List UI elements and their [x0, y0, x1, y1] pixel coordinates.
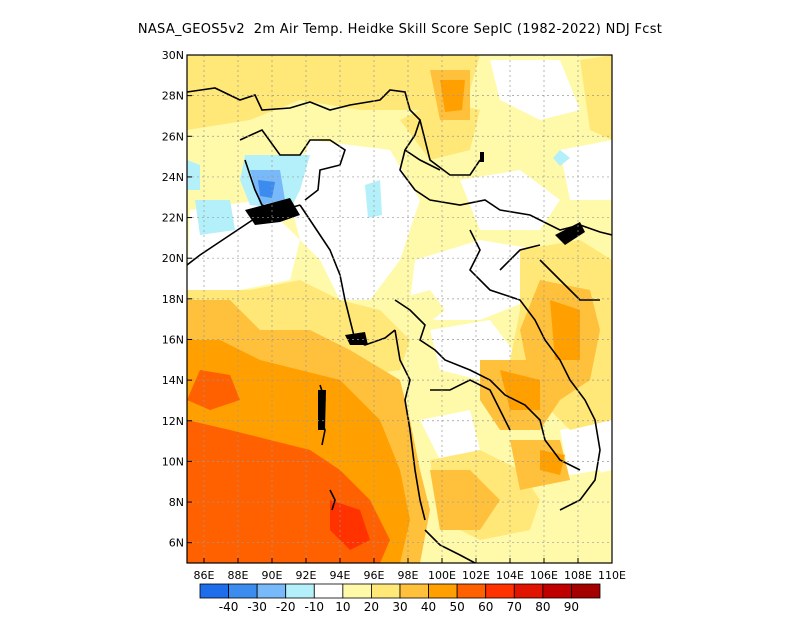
colorbar-label: -40 — [219, 600, 239, 614]
map-title: NASA_GEOS5v2 2m Air Temp. Heidke Skill S… — [137, 22, 663, 37]
colorbar-swatch — [199, 583, 229, 599]
colorbar-swatch — [399, 583, 429, 599]
colorbar-label: 80 — [535, 600, 550, 614]
colorbar-labels: -40 -30 -20 -10 10 20 30 40 50 60 70 80 90 — [219, 600, 579, 614]
colorbar-label: 70 — [507, 600, 522, 614]
x-tick-label: 96E — [364, 569, 385, 582]
colorbar — [199, 583, 601, 599]
coastal-islands — [245, 152, 585, 430]
colorbar-swatch — [371, 583, 401, 599]
x-tick-label: 104E — [496, 569, 524, 582]
colorbar-swatch — [571, 583, 601, 599]
y-tick-label: 14N — [162, 374, 184, 387]
colorbar-swatch — [313, 583, 344, 599]
colorbar-swatch — [513, 583, 544, 599]
colorbar-swatch — [228, 583, 258, 599]
colorbar-label: -30 — [247, 600, 267, 614]
y-tick-label: 16N — [162, 333, 184, 346]
skill-field — [187, 55, 612, 563]
y-tick-label: 28N — [162, 90, 184, 103]
colorbar-label: 20 — [364, 600, 379, 614]
colorbar-swatch — [542, 583, 572, 599]
x-tick-label: 88E — [228, 569, 249, 582]
colorbar-label: -10 — [304, 600, 324, 614]
y-tick-label: 18N — [162, 293, 184, 306]
y-tick-label: 6N — [169, 537, 184, 550]
colorbar-swatch — [485, 583, 515, 599]
y-tick-label: 22N — [162, 212, 184, 225]
y-tick-label: 26N — [162, 130, 184, 143]
colorbar-swatch — [428, 583, 458, 599]
colorbar-label: 40 — [421, 600, 436, 614]
y-tick-label: 12N — [162, 415, 184, 428]
x-tick-label: 90E — [262, 569, 283, 582]
x-tick-label: 86E — [194, 569, 215, 582]
x-tick-label: 98E — [398, 569, 419, 582]
colorbar-swatch — [256, 583, 287, 599]
y-tick-label: 20N — [162, 252, 184, 265]
latitude-tick-labels: 6N 8N 10N 12N 14N 16N 18N 20N 22N 24N 26N 28N 30N — [162, 49, 192, 550]
longitude-tick-labels: 86E 88E 90E 92E 94E 96E 98E 100E 102E 104E 106E 108… — [194, 558, 626, 582]
colorbar-label: 90 — [564, 600, 579, 614]
y-tick-label: 24N — [162, 171, 184, 184]
graticule-grid — [187, 54, 613, 563]
colorbar-swatch — [285, 583, 315, 599]
x-tick-label: 102E — [462, 569, 490, 582]
country-boundaries — [187, 87, 612, 563]
colorbar-swatch — [342, 583, 372, 599]
y-tick-label: 30N — [162, 49, 184, 62]
colorbar-label: -20 — [276, 600, 296, 614]
colorbar-label: 10 — [335, 600, 350, 614]
x-tick-label: 94E — [330, 569, 351, 582]
colorbar-label: 30 — [392, 600, 407, 614]
x-tick-label: 100E — [428, 569, 456, 582]
colorbar-label: 50 — [450, 600, 465, 614]
map-frame — [186, 54, 613, 564]
x-tick-label: 110E — [598, 569, 626, 582]
x-tick-label: 106E — [530, 569, 558, 582]
colorbar-label: 60 — [478, 600, 493, 614]
y-tick-label: 8N — [169, 496, 184, 509]
y-tick-label: 10N — [162, 455, 184, 468]
colorbar-swatch — [456, 583, 487, 599]
x-tick-label: 108E — [564, 569, 592, 582]
x-tick-label: 92E — [296, 569, 317, 582]
